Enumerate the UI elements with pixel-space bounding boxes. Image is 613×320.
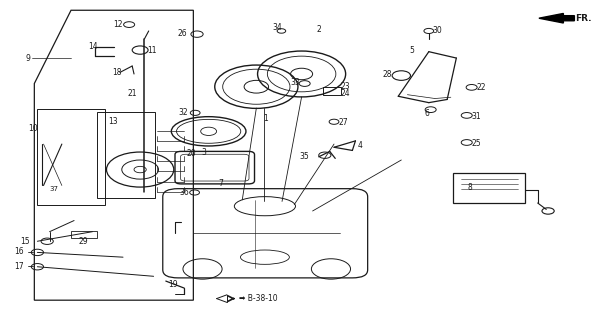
Text: 21: 21 <box>128 89 137 98</box>
Text: 12: 12 <box>113 20 123 29</box>
Text: 25: 25 <box>471 139 481 148</box>
Bar <box>323 87 341 95</box>
Text: 28: 28 <box>383 70 392 79</box>
Text: 13: 13 <box>108 117 117 126</box>
Text: 19: 19 <box>169 280 178 289</box>
Text: 15: 15 <box>20 237 30 246</box>
Text: 9: 9 <box>25 53 30 62</box>
Text: 31: 31 <box>471 112 481 121</box>
Bar <box>97 112 156 198</box>
Text: 35: 35 <box>300 152 310 161</box>
Text: 24: 24 <box>340 89 350 98</box>
Text: 7: 7 <box>218 179 223 188</box>
Text: 5: 5 <box>409 45 414 55</box>
Bar <box>71 231 97 238</box>
Text: 17: 17 <box>14 261 24 271</box>
Text: 2: 2 <box>317 25 322 34</box>
Text: 32: 32 <box>178 108 188 117</box>
Text: 27: 27 <box>338 118 348 127</box>
Text: 3: 3 <box>201 148 206 156</box>
Text: 6: 6 <box>425 109 430 118</box>
Bar <box>37 109 105 204</box>
Text: FR.: FR. <box>576 14 592 23</box>
Text: 11: 11 <box>148 45 157 55</box>
Text: 26: 26 <box>178 29 187 38</box>
Text: 18: 18 <box>113 68 122 77</box>
Text: 20: 20 <box>186 149 196 158</box>
Text: 34: 34 <box>272 23 282 32</box>
Text: 16: 16 <box>14 247 24 256</box>
Text: 22: 22 <box>476 83 486 92</box>
Text: 33: 33 <box>290 78 300 87</box>
Polygon shape <box>539 13 574 23</box>
Text: 1: 1 <box>264 114 268 123</box>
Text: ➡ B-38-10: ➡ B-38-10 <box>239 294 278 303</box>
Text: 30: 30 <box>433 27 442 36</box>
Text: 14: 14 <box>88 42 98 52</box>
Bar <box>453 173 525 203</box>
Text: 37: 37 <box>49 186 58 192</box>
Text: 23: 23 <box>340 82 350 91</box>
Text: 10: 10 <box>28 124 38 132</box>
Text: 8: 8 <box>467 183 472 192</box>
Text: 4: 4 <box>357 141 362 150</box>
Text: 29: 29 <box>79 237 89 246</box>
Text: 36: 36 <box>180 188 189 197</box>
